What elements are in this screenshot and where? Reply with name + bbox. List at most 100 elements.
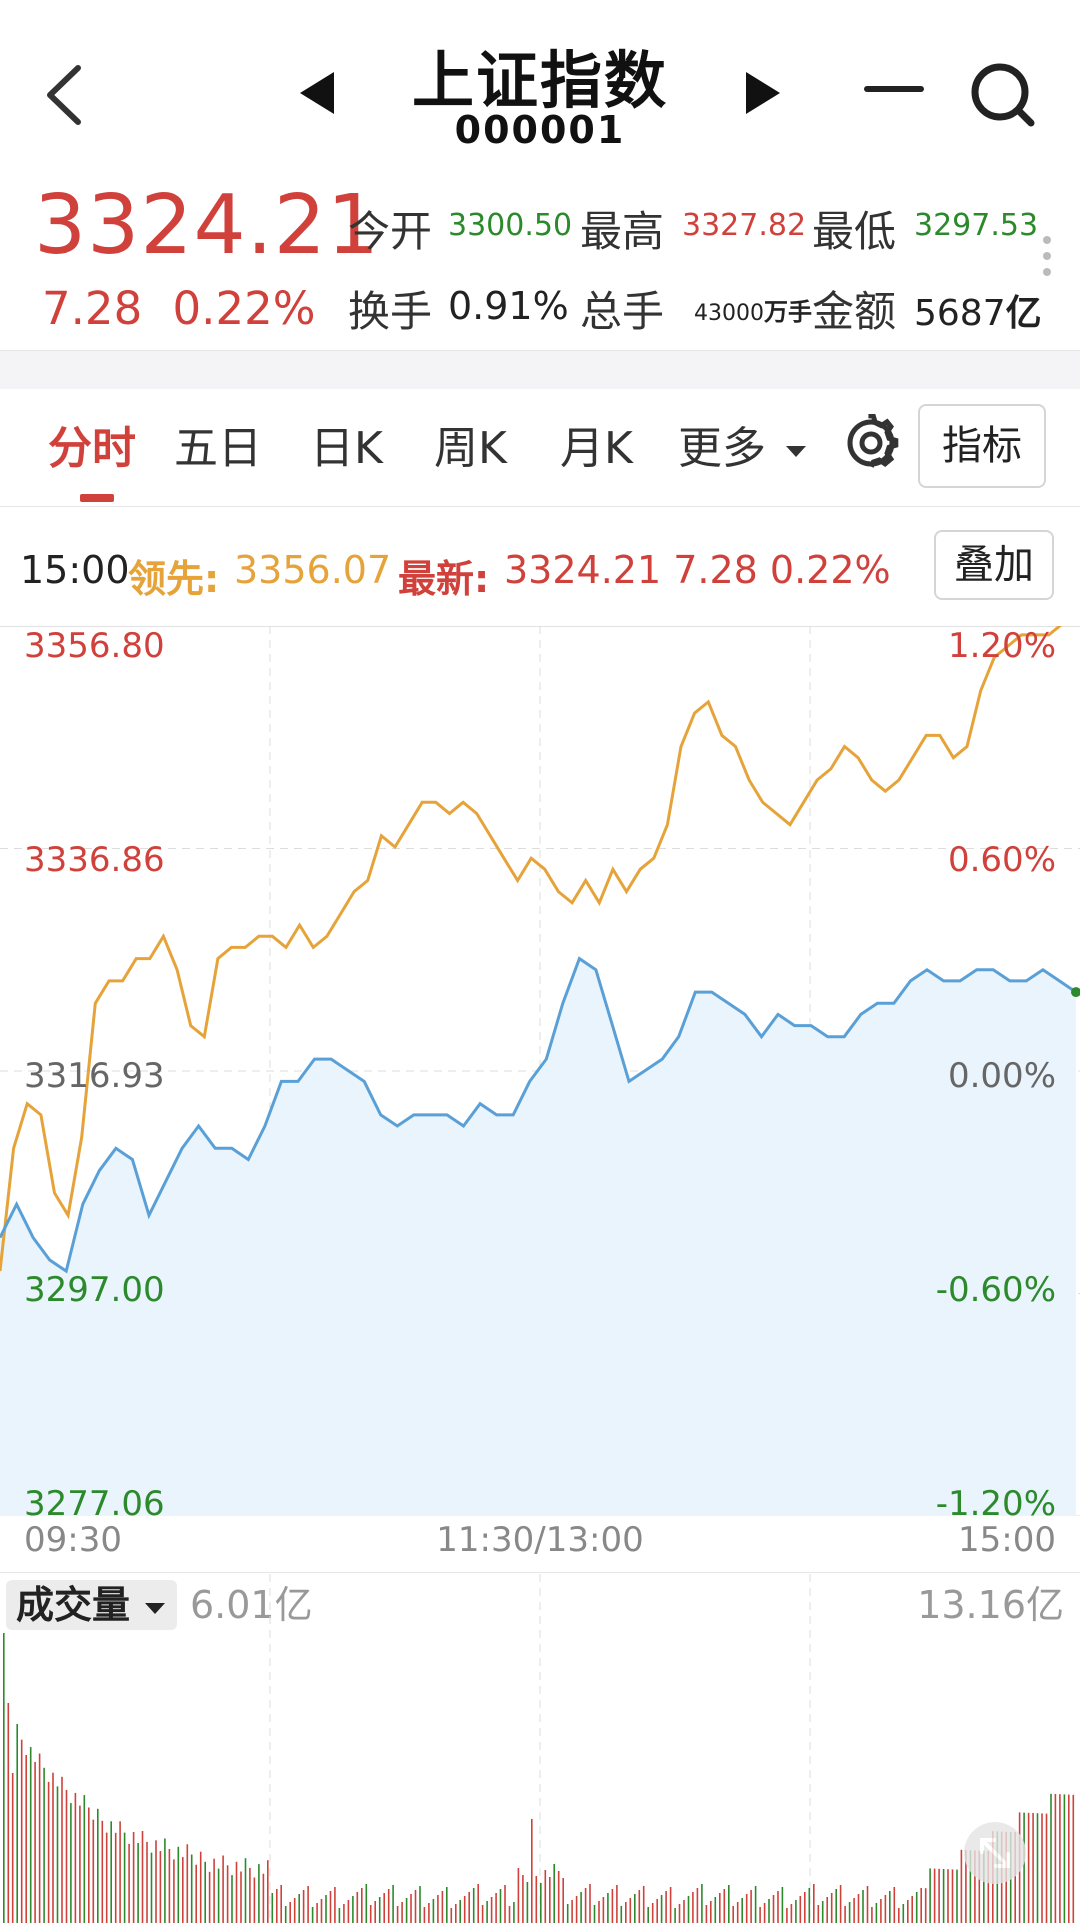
volume-bar bbox=[768, 1899, 770, 1923]
tab-weekly-k[interactable]: 周K bbox=[434, 423, 507, 474]
volume-bar bbox=[338, 1908, 341, 1923]
volume-bar bbox=[262, 1873, 265, 1923]
volume-bar bbox=[159, 1851, 162, 1923]
volume-number: 43000 bbox=[694, 301, 764, 326]
turnover-value: 0.91% bbox=[448, 284, 569, 328]
legend-leader-value: 3356.07 bbox=[234, 548, 392, 592]
volume-bar bbox=[141, 1831, 144, 1923]
volume-bar bbox=[1032, 1813, 1034, 1923]
overlay-button[interactable]: 叠加 bbox=[934, 530, 1054, 600]
caret-down-icon bbox=[145, 1602, 166, 1614]
volume-bar bbox=[168, 1849, 171, 1923]
next-triangle-icon[interactable] bbox=[742, 70, 782, 116]
x-tick-1: 11:30/13:00 bbox=[436, 1520, 644, 1560]
intraday-price-chart[interactable] bbox=[0, 626, 1080, 1516]
volume-bar bbox=[705, 1905, 708, 1923]
volume-bar bbox=[526, 1882, 529, 1923]
volume-bar bbox=[535, 1876, 538, 1923]
volume-bar bbox=[92, 1819, 95, 1923]
volume-bar bbox=[79, 1805, 81, 1923]
leader-series-line bbox=[0, 626, 1063, 1272]
volume-bar bbox=[361, 1888, 363, 1923]
volume-bar bbox=[786, 1908, 788, 1923]
volume-bar bbox=[830, 1893, 833, 1923]
volume-bar bbox=[938, 1868, 940, 1923]
price-change: 7.28 0.22% bbox=[42, 282, 315, 335]
volume-bar bbox=[647, 1907, 649, 1923]
volume-bar bbox=[781, 1887, 784, 1923]
volume-selector[interactable]: 成交量 bbox=[6, 1580, 178, 1630]
volume-bar bbox=[772, 1895, 775, 1923]
volume-bar bbox=[204, 1861, 206, 1923]
tab-monthly-k[interactable]: 月K bbox=[560, 423, 633, 474]
volume-bar bbox=[804, 1892, 806, 1923]
volume-bar bbox=[271, 1893, 274, 1923]
volume-bar bbox=[683, 1900, 685, 1923]
volume-bar bbox=[311, 1907, 314, 1923]
fullscreen-expand-icon[interactable] bbox=[964, 1822, 1026, 1884]
settings-gear-icon[interactable] bbox=[842, 413, 900, 472]
volume-bar bbox=[329, 1891, 332, 1923]
volume-bar bbox=[1068, 1794, 1070, 1923]
volume-bar bbox=[1036, 1813, 1039, 1923]
volume-bar bbox=[687, 1896, 690, 1923]
volume-bar bbox=[540, 1883, 542, 1923]
volume-bar bbox=[387, 1889, 390, 1923]
volume-bar bbox=[848, 1902, 851, 1923]
minus-icon[interactable] bbox=[864, 86, 924, 96]
volume-bar bbox=[513, 1902, 515, 1923]
volume-chart bbox=[3, 1574, 1075, 1923]
volume-bar bbox=[875, 1903, 878, 1923]
tab-intraday[interactable]: 分时 bbox=[48, 423, 136, 474]
volume-bar bbox=[710, 1901, 712, 1923]
volume-bar bbox=[11, 1773, 14, 1923]
volume-bar bbox=[504, 1885, 506, 1923]
volume-bar bbox=[656, 1899, 658, 1923]
volume-bar bbox=[553, 1864, 555, 1923]
volume-bar bbox=[481, 1905, 484, 1923]
volume-bar bbox=[486, 1901, 488, 1923]
amount-number: 5687 bbox=[914, 293, 1006, 334]
volume-bar bbox=[56, 1786, 59, 1923]
volume-bar bbox=[580, 1892, 582, 1923]
volume-bar bbox=[284, 1906, 287, 1923]
prev-triangle-icon[interactable] bbox=[298, 70, 338, 116]
volume-bar bbox=[562, 1878, 564, 1923]
back-arrow-icon[interactable] bbox=[40, 60, 90, 130]
high-value: 3327.82 bbox=[682, 208, 807, 243]
y-tick-left-0: 3356.80 bbox=[24, 626, 165, 666]
volume-bar bbox=[692, 1892, 694, 1923]
volume-selector-label: 成交量 bbox=[16, 1583, 131, 1627]
volume-bar bbox=[669, 1887, 672, 1923]
volume-bar bbox=[544, 1870, 547, 1923]
volume-bar bbox=[352, 1896, 354, 1923]
volume-bar bbox=[7, 1703, 10, 1923]
volume-bar bbox=[29, 1747, 32, 1923]
volume-bar bbox=[20, 1739, 23, 1923]
volume-bar bbox=[52, 1772, 54, 1923]
volume-bar bbox=[723, 1889, 726, 1923]
volume-bar bbox=[821, 1901, 824, 1923]
tab-five-day[interactable]: 五日 bbox=[174, 423, 262, 474]
volume-bar bbox=[101, 1820, 104, 1923]
volume-average: 6.01亿 bbox=[190, 1583, 313, 1627]
volume-bar bbox=[924, 1888, 927, 1923]
volume-bar bbox=[495, 1893, 497, 1923]
volume-bar bbox=[276, 1889, 278, 1923]
volume-bar bbox=[490, 1897, 493, 1923]
volume-bar bbox=[557, 1871, 560, 1923]
volume-bar bbox=[625, 1902, 627, 1923]
indicator-button[interactable]: 指标 bbox=[918, 404, 1046, 488]
more-dots-icon[interactable] bbox=[1040, 236, 1054, 280]
tab-daily-k[interactable]: 日K bbox=[310, 423, 383, 474]
volume-bar bbox=[3, 1633, 5, 1923]
volume-bar bbox=[620, 1906, 623, 1923]
volume-bar bbox=[383, 1893, 385, 1923]
tab-more[interactable]: 更多 bbox=[678, 412, 808, 476]
search-icon[interactable] bbox=[968, 60, 1040, 132]
volume-label: 总手 bbox=[580, 287, 665, 336]
volume-bar bbox=[446, 1887, 448, 1923]
volume-bar bbox=[378, 1897, 381, 1923]
volume-bar bbox=[826, 1897, 828, 1923]
volume-bar bbox=[835, 1889, 837, 1923]
